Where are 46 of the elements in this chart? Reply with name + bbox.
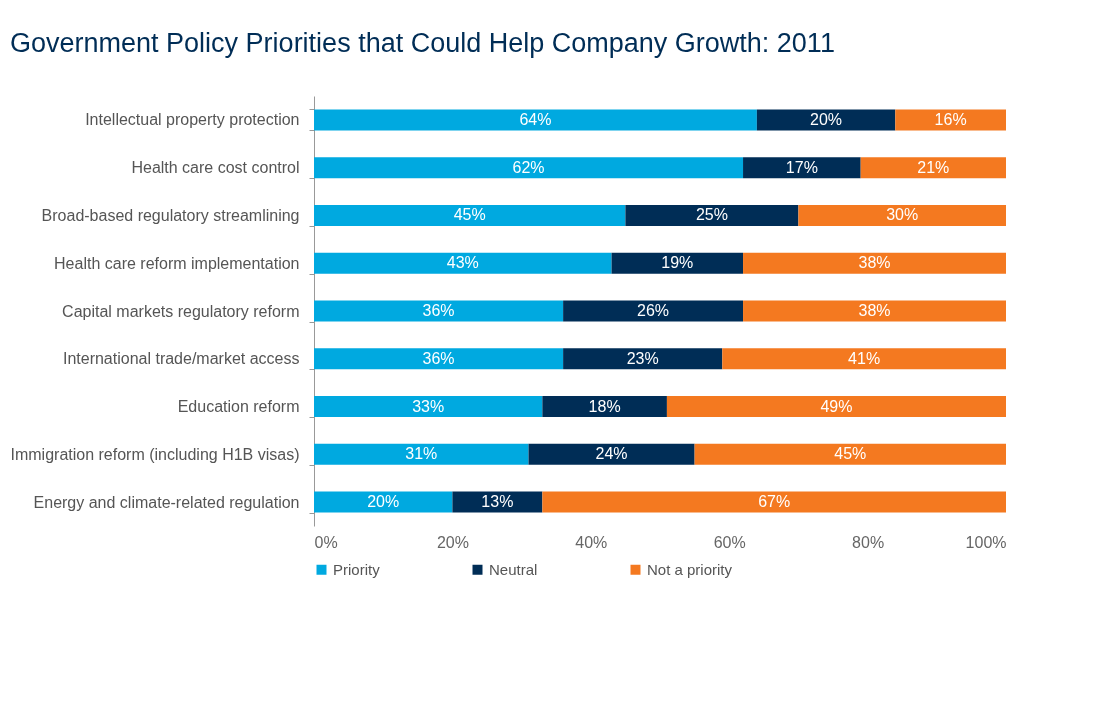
data-label: 36% <box>422 349 455 367</box>
data-label: 26% <box>637 302 670 319</box>
data-label: 21% <box>917 158 950 176</box>
data-label: 45% <box>453 206 486 224</box>
legend-label: Neutral <box>489 560 538 578</box>
data-label: 43% <box>446 254 479 272</box>
x-tick-label: 0% <box>314 533 338 551</box>
legend-label: Priority <box>333 560 381 578</box>
y-tick-label: Health care reform implementation <box>54 254 300 272</box>
data-label: 64% <box>519 110 552 128</box>
legend-label: Not a priority <box>647 560 733 578</box>
data-label: 25% <box>695 206 728 224</box>
data-label: 30% <box>886 206 919 224</box>
y-tick-label: Energy and climate-related regulation <box>33 493 300 511</box>
x-tick-label: 40% <box>575 533 608 551</box>
x-tick-label: 60% <box>713 533 746 551</box>
y-tick-label: Education reform <box>177 398 300 416</box>
x-tick-label: 20% <box>436 533 469 551</box>
data-label: 41% <box>848 349 881 367</box>
y-tick-label: Health care cost control <box>131 159 300 177</box>
data-label: 38% <box>858 302 891 319</box>
data-label: 24% <box>595 445 628 463</box>
y-tick-label: Broad-based regulatory streamlining <box>41 206 300 224</box>
data-label: 31% <box>405 445 438 463</box>
data-label: 36% <box>422 302 455 319</box>
data-label: 17% <box>785 158 818 176</box>
data-label: 33% <box>412 397 445 415</box>
data-label: 18% <box>588 397 621 415</box>
data-label: 20% <box>810 110 843 128</box>
x-tick-label: 100% <box>965 533 1007 551</box>
data-label: 13% <box>481 493 514 511</box>
chart-title: Government Policy Priorities that Could Help Company Growth: 2011 <box>10 28 835 58</box>
data-label: 49% <box>820 397 853 415</box>
x-tick-label: 80% <box>852 533 885 551</box>
data-label: 62% <box>512 158 545 176</box>
data-label: 20% <box>367 493 400 511</box>
data-label: 19% <box>661 254 694 272</box>
data-label: 16% <box>934 110 967 128</box>
data-label: 45% <box>834 445 867 463</box>
data-label: 67% <box>758 493 791 511</box>
y-tick-label: International trade/market access <box>62 350 300 368</box>
data-label: 23% <box>626 349 659 367</box>
y-tick-label: Immigration reform (including H1B visas) <box>10 445 300 463</box>
y-tick-label: Capital markets regulatory reform <box>62 302 300 320</box>
y-tick-label: Intellectual property protection <box>85 111 300 129</box>
data-label: 38% <box>858 254 891 272</box>
